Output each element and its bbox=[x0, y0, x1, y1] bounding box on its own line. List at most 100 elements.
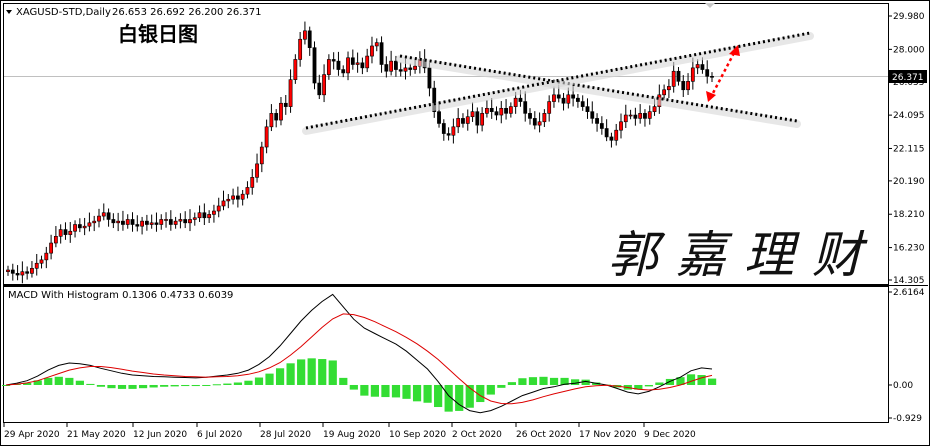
candle bbox=[92, 215, 97, 232]
candle bbox=[15, 265, 20, 281]
candle bbox=[116, 212, 121, 232]
candle bbox=[125, 214, 130, 229]
histogram-bar bbox=[254, 377, 264, 385]
candle bbox=[202, 203, 207, 226]
histogram-bar bbox=[360, 384, 369, 396]
candle bbox=[30, 261, 34, 278]
histogram-bar bbox=[286, 363, 295, 385]
price-tick-label: 20.190 bbox=[893, 177, 925, 187]
candle bbox=[604, 119, 609, 142]
price-tick-label: 26.055 bbox=[893, 78, 925, 88]
candle bbox=[188, 209, 192, 232]
date-axis: 29 Apr 2020 21 May 2020 12 Jun 2020 6 Jul 2… bbox=[3, 423, 696, 440]
header: XAGUSD-STD,Daily 26.653 26.692 26.200 26… bbox=[6, 7, 262, 18]
candle bbox=[326, 54, 331, 80]
macd-panel[interactable] bbox=[3, 286, 889, 423]
histogram-bar bbox=[275, 368, 285, 385]
date-tick-label: 28 Jul 2020 bbox=[260, 430, 311, 440]
candle bbox=[643, 109, 647, 127]
candle bbox=[350, 49, 355, 70]
histogram-bar bbox=[149, 384, 158, 388]
candle bbox=[77, 218, 82, 233]
candle bbox=[532, 111, 537, 130]
candle bbox=[154, 212, 159, 232]
macd-axis[interactable]: 2.6164 0.00 -0.929 bbox=[888, 288, 925, 424]
candle bbox=[226, 194, 231, 209]
ohlc-label: 26.653 26.692 26.200 26.371 bbox=[112, 7, 262, 18]
histogram-bar bbox=[549, 377, 559, 385]
price-tick-label: 22.115 bbox=[893, 144, 925, 154]
candle bbox=[552, 86, 556, 108]
candle bbox=[695, 59, 700, 75]
candle bbox=[379, 36, 384, 73]
candle bbox=[10, 263, 15, 281]
histogram-bar bbox=[33, 380, 42, 385]
histogram-bar bbox=[233, 382, 243, 385]
macd-label: MACD With Histogram 0.1306 0.4733 0.6039 bbox=[8, 290, 233, 301]
histogram-bar bbox=[244, 380, 253, 385]
histogram-bar bbox=[676, 377, 685, 385]
histogram-bar bbox=[75, 380, 84, 385]
rising-trendline-shadow bbox=[302, 32, 814, 135]
candle bbox=[250, 169, 255, 195]
histogram-bar bbox=[370, 384, 380, 397]
price-axis[interactable]: 29.980 28.000 26.055 24.095 22.115 20.190 18.2… bbox=[888, 12, 925, 286]
price-tick-label: 28.000 bbox=[893, 45, 925, 55]
histogram-bar bbox=[128, 384, 137, 389]
histogram-bar bbox=[634, 384, 643, 390]
candle bbox=[245, 181, 250, 199]
candle bbox=[216, 197, 221, 218]
histogram-bar bbox=[86, 383, 95, 385]
candle bbox=[585, 98, 590, 119]
candle bbox=[159, 214, 164, 230]
histogram-bar bbox=[486, 384, 495, 395]
candle bbox=[614, 123, 619, 146]
candle bbox=[561, 92, 566, 111]
histogram-bar bbox=[297, 359, 306, 385]
histogram-bar bbox=[96, 384, 106, 387]
candle bbox=[599, 116, 604, 135]
falling-trendline bbox=[399, 54, 798, 123]
candle bbox=[235, 186, 240, 208]
candle bbox=[489, 98, 494, 119]
histogram-bar bbox=[223, 383, 232, 385]
candle bbox=[317, 74, 322, 100]
histogram-bar bbox=[497, 384, 506, 388]
candle bbox=[312, 41, 317, 90]
candle bbox=[231, 188, 235, 205]
candle bbox=[710, 72, 714, 83]
candle bbox=[370, 36, 374, 64]
histogram-bar bbox=[339, 377, 348, 385]
candle bbox=[686, 73, 690, 95]
candle bbox=[619, 113, 623, 139]
histogram-bar bbox=[107, 384, 116, 389]
candle bbox=[269, 104, 274, 132]
candle bbox=[178, 213, 183, 229]
candle bbox=[633, 107, 638, 126]
candle bbox=[288, 69, 293, 113]
price-tick-label: 16.230 bbox=[893, 244, 925, 254]
candle bbox=[97, 208, 101, 228]
candle bbox=[283, 94, 288, 115]
chart-title: 白银日图 bbox=[118, 22, 198, 46]
dropdown-triangle-icon[interactable] bbox=[6, 10, 12, 14]
candle bbox=[336, 51, 341, 76]
histogram-bar bbox=[571, 379, 580, 385]
price-tick-label: 18.210 bbox=[893, 210, 925, 220]
histogram-bar bbox=[54, 376, 63, 385]
candles bbox=[6, 21, 714, 284]
candle bbox=[298, 32, 303, 67]
candle bbox=[461, 113, 465, 128]
candle bbox=[135, 215, 140, 232]
histogram-bar bbox=[665, 378, 675, 385]
candle bbox=[384, 56, 389, 78]
candle bbox=[6, 265, 10, 276]
histogram-bar bbox=[117, 384, 127, 389]
histogram-bar bbox=[581, 379, 590, 385]
candle bbox=[130, 212, 135, 232]
candle bbox=[394, 55, 398, 77]
date-tick-label: 2 Oct 2020 bbox=[452, 430, 502, 440]
candle bbox=[705, 60, 710, 84]
candle bbox=[39, 255, 44, 269]
